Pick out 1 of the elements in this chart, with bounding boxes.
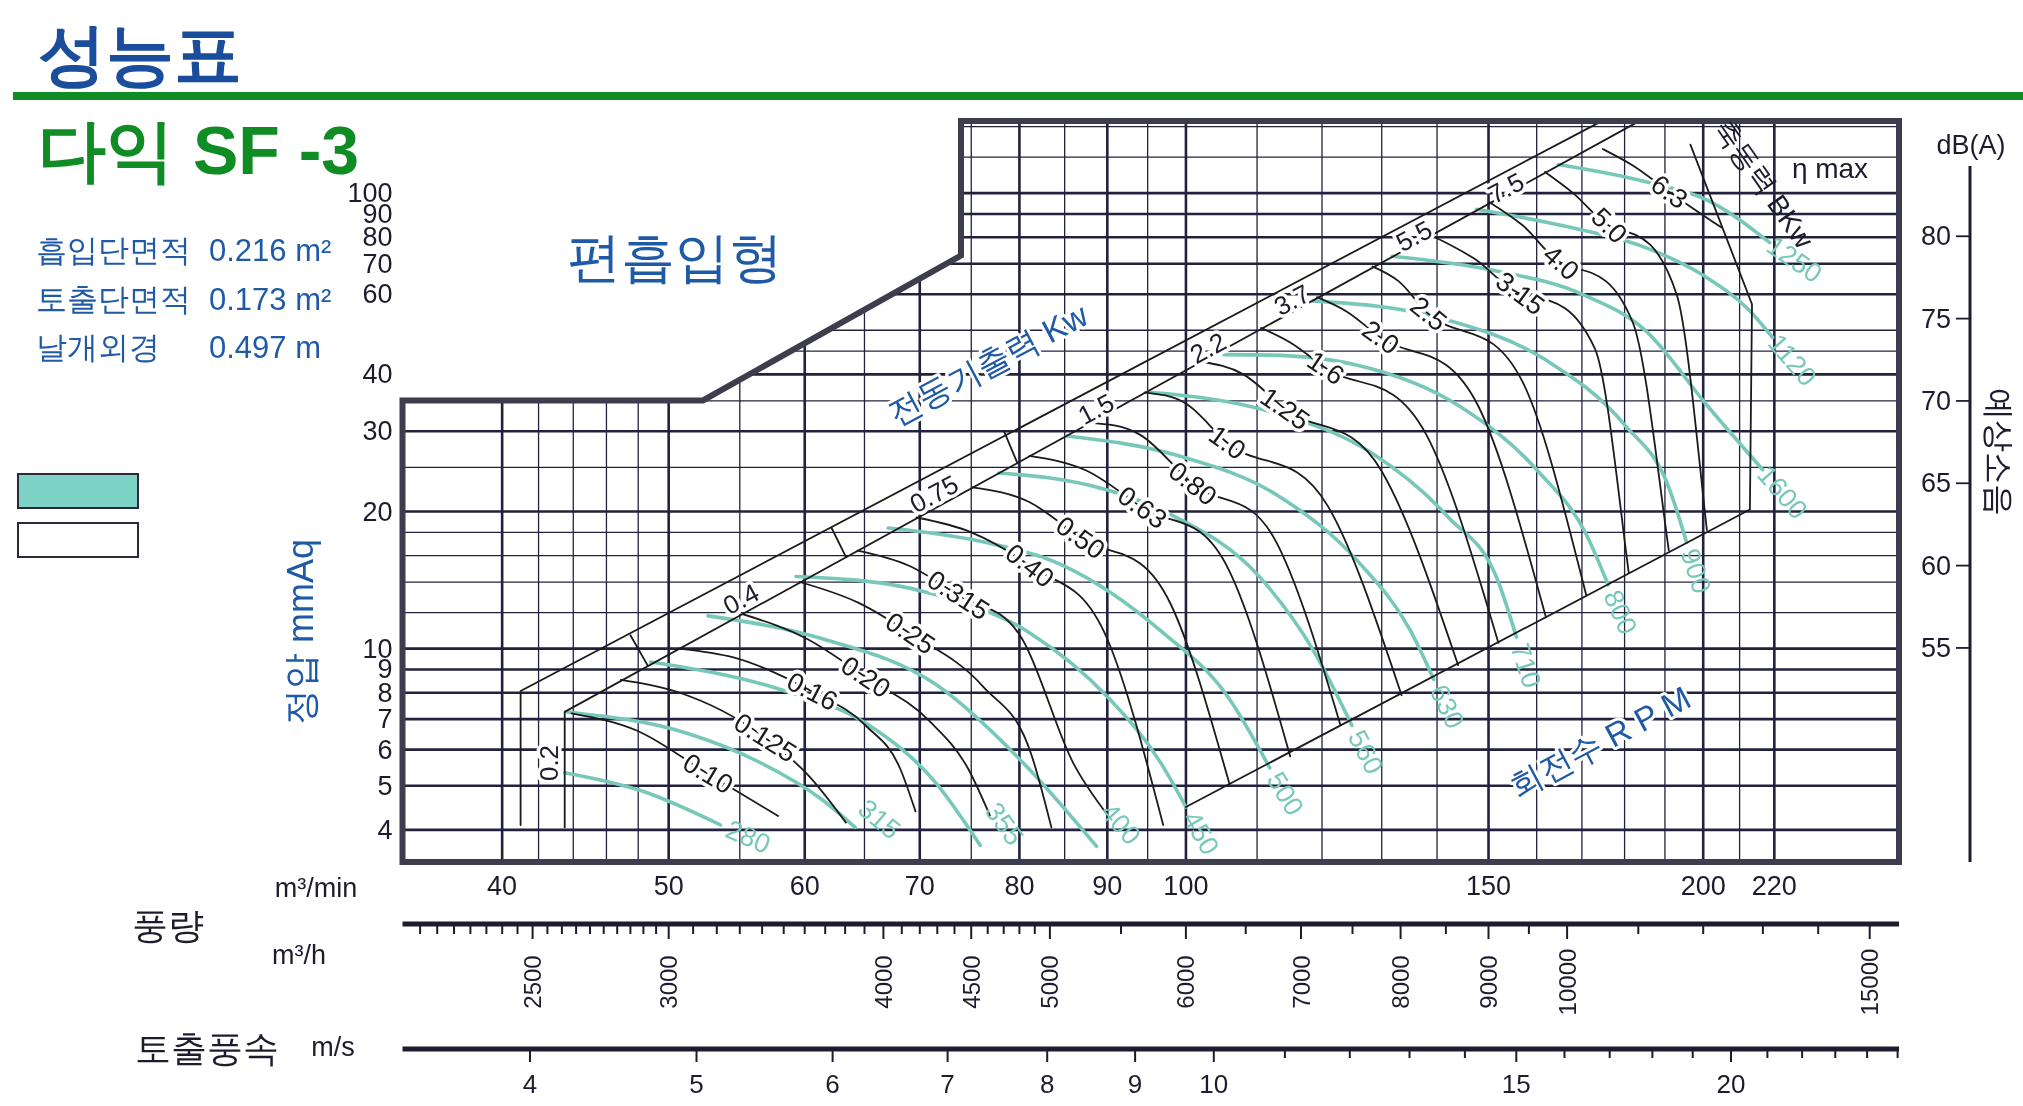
title: 성능표 <box>38 16 242 92</box>
